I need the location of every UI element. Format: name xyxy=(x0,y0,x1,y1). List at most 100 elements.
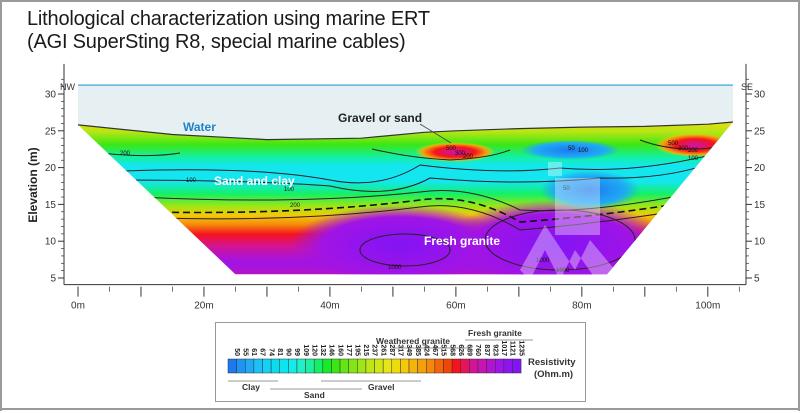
fresh-granite-label: Fresh granite xyxy=(424,234,500,248)
contour-label: 1000 xyxy=(556,268,570,274)
x-tick-label: 100m xyxy=(695,301,720,312)
contour-line xyxy=(371,148,511,161)
contour-label: 200 xyxy=(688,148,699,154)
clay-legend-label: Clay xyxy=(242,382,260,392)
sand-and-clay-label: Sand and clay xyxy=(214,174,295,188)
y-tick-label: 25 xyxy=(45,126,57,137)
legend-swatch xyxy=(288,358,298,374)
legend-value-label: 385 xyxy=(414,344,421,356)
x-tick-label: 80m xyxy=(572,301,591,312)
legend-value-label: 132 xyxy=(319,344,326,356)
seabed-line xyxy=(77,121,734,141)
contour-label: 1000 xyxy=(536,258,550,264)
legend-value-label: 568 xyxy=(448,344,455,356)
x-tick-label: 40m xyxy=(320,301,339,312)
legend-value-label: 923 xyxy=(491,344,498,356)
gravel-or-sand-label: Gravel or sand xyxy=(338,111,422,125)
legend-swatch xyxy=(434,358,444,374)
legend-value-labels: 50 55 61 67 74 81 90 99 109 120 132 146 160 177 195 215… xyxy=(233,340,524,356)
gravel-high-resistivity-zone xyxy=(415,142,495,162)
x-tick-label: 0m xyxy=(71,301,85,312)
y-tick-label: 20 xyxy=(754,163,766,174)
x-tick-label: 60m xyxy=(446,301,465,312)
title-line-1: Lithological characterization using mari… xyxy=(27,8,430,30)
legend-swatch xyxy=(244,358,255,374)
legend-swatch xyxy=(279,358,289,374)
nw-label: NW xyxy=(60,82,75,92)
y-tick-label: 25 xyxy=(754,126,766,137)
contour-line xyxy=(99,154,731,192)
legend-swatch xyxy=(270,358,280,374)
legend-swatch xyxy=(494,358,505,374)
legend-swatch xyxy=(365,358,375,374)
contour-label: 300 xyxy=(678,146,689,152)
resistivity-legend: 50 55 61 67 74 81 90 99 109 120 132 146 160 177 195 215… xyxy=(215,322,586,402)
legend-value-label: 515 xyxy=(440,344,447,356)
contour-label: 50 xyxy=(563,186,570,192)
legend-swatches xyxy=(227,358,522,374)
legend-value-label: 1121 xyxy=(509,341,516,356)
legend-value-label: 67 xyxy=(259,348,266,356)
weathered-granite-legend-label: Weathered granite xyxy=(376,336,450,346)
legend-colorbar: 50 55 61 67 74 81 90 99 109 120 132 146 160 177 195 215… xyxy=(227,328,576,400)
figure-title: Lithological characterization using mari… xyxy=(27,8,430,54)
low-resistivity-zone xyxy=(520,140,620,160)
y-axis-title: Elevation (m) xyxy=(26,147,40,222)
legend-swatch xyxy=(348,358,358,374)
contour-line-1000 xyxy=(484,209,636,271)
contour-label: 100 xyxy=(284,187,295,193)
legend-swatch xyxy=(322,358,332,374)
legend-swatch xyxy=(374,358,384,374)
legend-value-label: 55 xyxy=(241,348,248,356)
granite-high-resistivity-zone xyxy=(440,200,670,275)
legend-value-label: 1235 xyxy=(517,340,524,356)
contour-line xyxy=(78,147,181,157)
legend-value-label: 626 xyxy=(457,344,464,356)
legend-swatch xyxy=(426,358,436,374)
legend-swatch xyxy=(313,358,324,374)
y-tick-label: 10 xyxy=(45,237,57,248)
legend-swatch xyxy=(408,358,418,374)
legend-value-label: 760 xyxy=(474,344,481,356)
gravel-or-sand-pointer xyxy=(419,123,452,144)
legend-swatch xyxy=(503,358,513,374)
contour-label: 200 xyxy=(120,151,131,157)
legend-value-label: 74 xyxy=(267,348,274,356)
legend-value-label: 90 xyxy=(285,348,292,356)
contour-line xyxy=(139,184,731,212)
contour-labels: 200 100 100 200 500 300 200 50 100 50 10… xyxy=(120,141,699,274)
legend-swatch xyxy=(339,358,349,374)
contour-line-dashed xyxy=(149,194,731,223)
legend-value-label: 349 xyxy=(405,344,412,356)
figure-bottom-border xyxy=(0,408,800,410)
y-tick-label: 5 xyxy=(754,274,760,285)
contour-label: 100 xyxy=(688,156,699,162)
legend-swatch xyxy=(253,358,263,374)
legend-swatch xyxy=(296,358,306,374)
contour-label: 1000 xyxy=(388,265,402,271)
y-tick-label: 30 xyxy=(754,90,766,101)
legend-value-label: 81 xyxy=(276,348,283,356)
se-label: SE xyxy=(741,82,753,92)
legend-swatch xyxy=(391,358,401,374)
legend-value-label: 424 xyxy=(422,344,429,356)
sand-legend-label: Sand xyxy=(304,390,325,400)
legend-value-label: 261 xyxy=(379,344,386,356)
legend-swatch xyxy=(262,358,272,374)
contour-label: 500 xyxy=(668,141,679,147)
legend-swatch xyxy=(469,358,479,374)
legend-swatch xyxy=(400,358,410,374)
y-axis-right: 5 10 15 20 25 30 xyxy=(745,63,766,285)
legend-swatch xyxy=(486,358,496,374)
legend-swatch xyxy=(357,358,367,374)
y-tick-label: 5 xyxy=(50,274,56,285)
legend-value-label: 120 xyxy=(310,344,317,356)
legend-value-label: 467 xyxy=(431,344,438,356)
water-label: Water xyxy=(183,120,216,134)
contour-label: 100 xyxy=(578,148,589,154)
legend-swatch xyxy=(451,358,461,374)
contour-line xyxy=(99,149,731,184)
legend-swatch xyxy=(331,358,341,374)
legend-value-label: 99 xyxy=(293,348,300,356)
